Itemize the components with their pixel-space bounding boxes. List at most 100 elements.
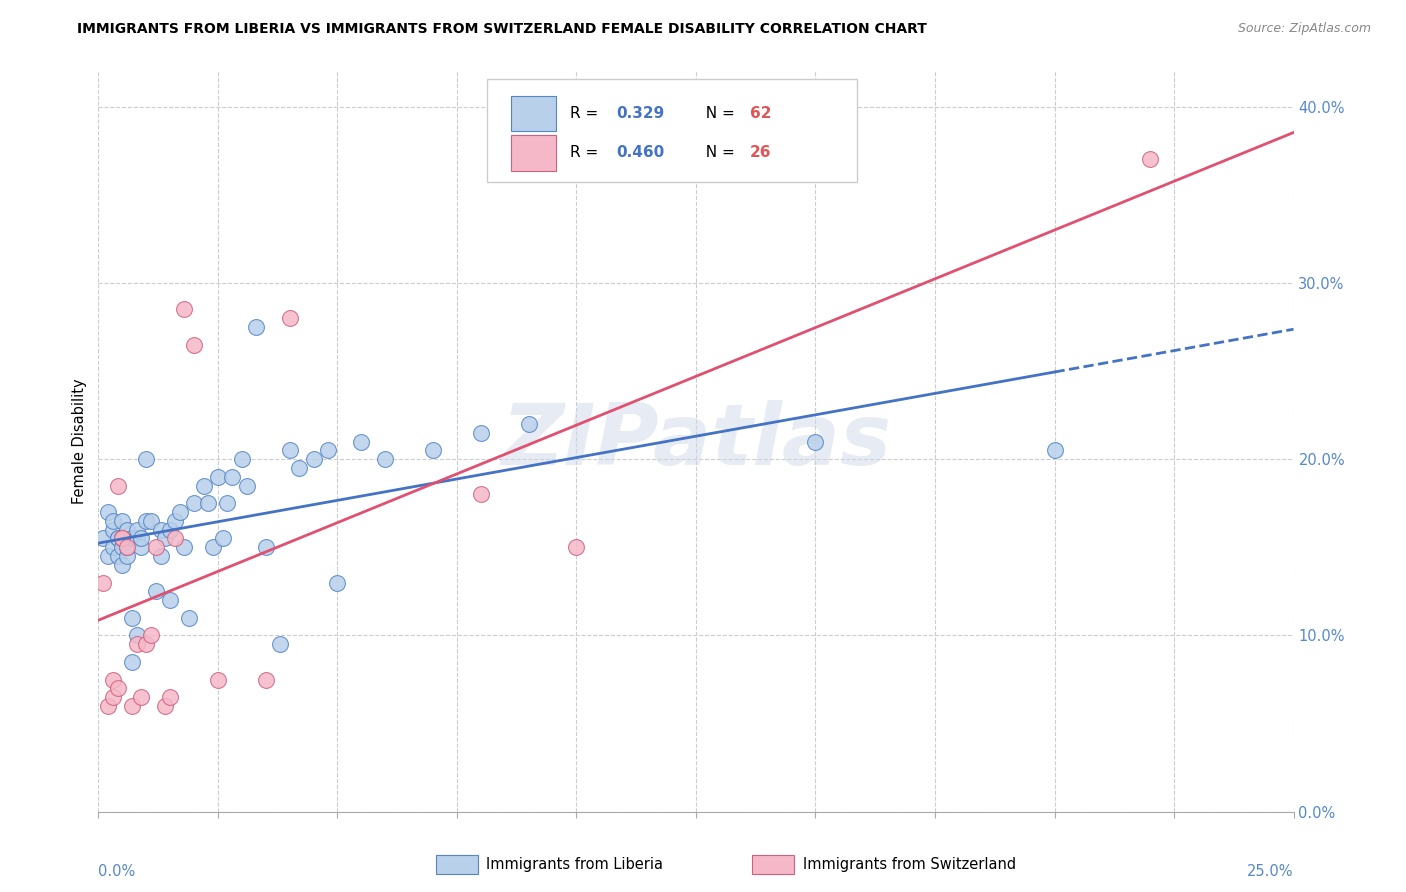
Point (326, 575, 349, 590)
Point (131, 532, 153, 546)
Point (121, 532, 143, 546)
Point (135, 452, 157, 467)
Point (107, 532, 129, 546)
FancyBboxPatch shape (510, 135, 557, 170)
Point (173, 302, 195, 317)
Point (97, 698, 120, 713)
Point (101, 523, 124, 537)
Point (149, 549, 172, 563)
Point (155, 532, 177, 546)
Point (245, 320, 267, 334)
Point (101, 541, 124, 555)
Point (350, 434, 373, 449)
Point (115, 541, 138, 555)
Point (422, 443, 444, 458)
Point (125, 532, 148, 546)
Point (149, 523, 172, 537)
Text: R =: R = (571, 145, 603, 161)
Point (470, 487, 492, 501)
Point (107, 478, 129, 492)
Point (163, 514, 186, 528)
Point (111, 532, 134, 546)
Y-axis label: Female Disability: Female Disability (72, 379, 87, 504)
Point (101, 690, 124, 705)
Text: R =: R = (571, 106, 603, 121)
FancyBboxPatch shape (510, 95, 557, 131)
Point (183, 337, 205, 351)
Point (217, 496, 239, 510)
Point (159, 690, 181, 705)
Point (121, 611, 143, 625)
Point (115, 541, 138, 555)
Text: ZIPatlas: ZIPatlas (501, 400, 891, 483)
Point (107, 549, 129, 563)
FancyBboxPatch shape (486, 78, 858, 183)
Point (91, 575, 114, 590)
Point (517, 417, 540, 431)
Text: Immigrants from Switzerland: Immigrants from Switzerland (803, 857, 1017, 871)
Point (804, 434, 827, 449)
Point (135, 637, 157, 651)
Point (145, 541, 167, 555)
Point (101, 514, 124, 528)
Point (254, 673, 277, 687)
Point (288, 461, 311, 475)
Text: N =: N = (696, 106, 740, 121)
Point (135, 514, 157, 528)
Point (155, 698, 177, 713)
Text: 26: 26 (749, 145, 772, 161)
Point (278, 311, 301, 326)
Point (101, 673, 124, 687)
Point (111, 532, 134, 546)
Point (207, 673, 229, 687)
Text: N =: N = (696, 145, 740, 161)
Point (169, 505, 191, 519)
Point (269, 637, 291, 651)
Point (207, 470, 229, 484)
Point (131, 541, 153, 555)
Point (111, 532, 134, 546)
Point (111, 558, 134, 572)
Point (221, 470, 243, 484)
Text: IMMIGRANTS FROM LIBERIA VS IMMIGRANTS FROM SWITZERLAND FEMALE DISABILITY CORRELA: IMMIGRANTS FROM LIBERIA VS IMMIGRANTS FR… (77, 22, 927, 37)
Point (374, 452, 396, 467)
Point (121, 655, 143, 669)
Point (125, 523, 148, 537)
Point (121, 698, 143, 713)
Point (97, 549, 120, 563)
Text: 62: 62 (749, 106, 772, 121)
Point (235, 478, 257, 492)
Point (159, 593, 181, 607)
Text: 0.0%: 0.0% (98, 863, 135, 879)
Point (254, 541, 277, 555)
Point (231, 452, 253, 467)
Point (159, 523, 181, 537)
Point (302, 452, 325, 467)
Point (111, 541, 134, 555)
Point (125, 628, 148, 642)
Point (115, 549, 138, 563)
Point (470, 425, 492, 440)
Point (145, 584, 167, 599)
Point (183, 496, 205, 510)
Point (111, 514, 134, 528)
Point (1043, 443, 1066, 458)
Point (91, 532, 114, 546)
Point (316, 443, 339, 458)
Point (131, 690, 153, 705)
Point (179, 611, 201, 625)
Point (115, 523, 138, 537)
Point (1139, 153, 1161, 167)
Text: Immigrants from Liberia: Immigrants from Liberia (486, 857, 664, 871)
Point (202, 541, 225, 555)
Point (173, 541, 195, 555)
Point (565, 541, 588, 555)
Text: 25.0%: 25.0% (1247, 863, 1294, 879)
Point (193, 478, 215, 492)
Point (97, 505, 120, 519)
Text: Source: ZipAtlas.com: Source: ZipAtlas.com (1237, 22, 1371, 36)
Point (139, 628, 162, 642)
Point (197, 496, 219, 510)
Point (107, 681, 129, 696)
Text: 0.460: 0.460 (616, 145, 664, 161)
